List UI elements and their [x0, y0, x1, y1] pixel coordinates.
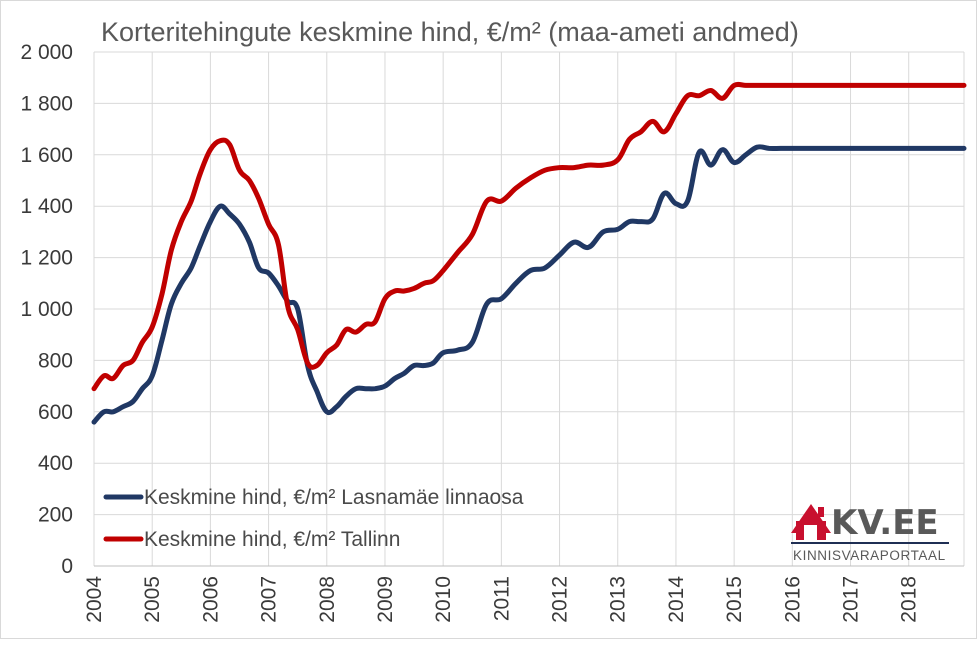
grid [93, 51, 965, 567]
y-tick-label: 600 [38, 401, 73, 424]
series-lines [91, 81, 967, 425]
kv-ee-logo: KV.EE KINNISVARAPORTAAL [791, 503, 949, 563]
x-tick-label: 2005 [141, 576, 164, 623]
y-tick-label: 1 400 [20, 195, 73, 218]
x-tick-label: 2018 [898, 576, 921, 623]
x-tick-label: 2016 [781, 576, 804, 623]
x-tick-label: 2008 [316, 576, 339, 623]
chart-title: Korteritehingute keskmine hind, €/m² (ma… [101, 17, 799, 47]
y-tick-label: 200 [38, 504, 73, 527]
y-tick-label: 2 000 [20, 41, 73, 64]
x-tick-label: 2014 [665, 576, 688, 623]
y-tick-label: 800 [38, 349, 73, 372]
x-tick-label: 2009 [374, 576, 397, 623]
logo-name: KV.EE [831, 503, 939, 543]
legend-label: Keskmine hind, €/m² Lasnamäe linnaosa [144, 486, 524, 509]
x-tick-label: 2013 [607, 576, 630, 623]
legend-label: Keskmine hind, €/m² Tallinn [144, 528, 400, 551]
logo-tagline: KINNISVARAPORTAAL [793, 548, 946, 563]
logo-underline [791, 542, 949, 544]
series-line-tallinn [91, 81, 967, 392]
x-tick-label: 2012 [549, 576, 572, 623]
x-tick-label: 2007 [258, 576, 281, 623]
y-tick-label: 1 000 [20, 298, 73, 321]
y-tick-label: 1 800 [20, 92, 73, 115]
y-axis-ticks: 0 200 400 600 800 1 000 1 200 1 400 1 600 1 800 2 … [20, 41, 73, 578]
x-tick-label: 2004 [83, 576, 106, 623]
x-tick-label: 2010 [432, 576, 455, 623]
y-tick-label: 1 200 [20, 247, 73, 270]
house-logo-icon [791, 504, 831, 540]
series-line-lasnamae [91, 144, 967, 425]
x-tick-label: 2017 [840, 576, 863, 623]
legend: Keskmine hind, €/m² Lasnamäe linnaosa Kes… [103, 486, 524, 551]
y-tick-label: 400 [38, 452, 73, 475]
y-tick-label: 1 600 [20, 144, 73, 167]
x-axis-ticks: 2004 2005 2006 2007 2008 2009 2010 2011 2012 2013… [83, 576, 921, 623]
x-tick-label: 2011 [490, 576, 513, 621]
x-tick-label: 2006 [199, 576, 222, 623]
x-tick-label: 2015 [723, 576, 746, 623]
y-tick-label: 0 [61, 555, 73, 578]
